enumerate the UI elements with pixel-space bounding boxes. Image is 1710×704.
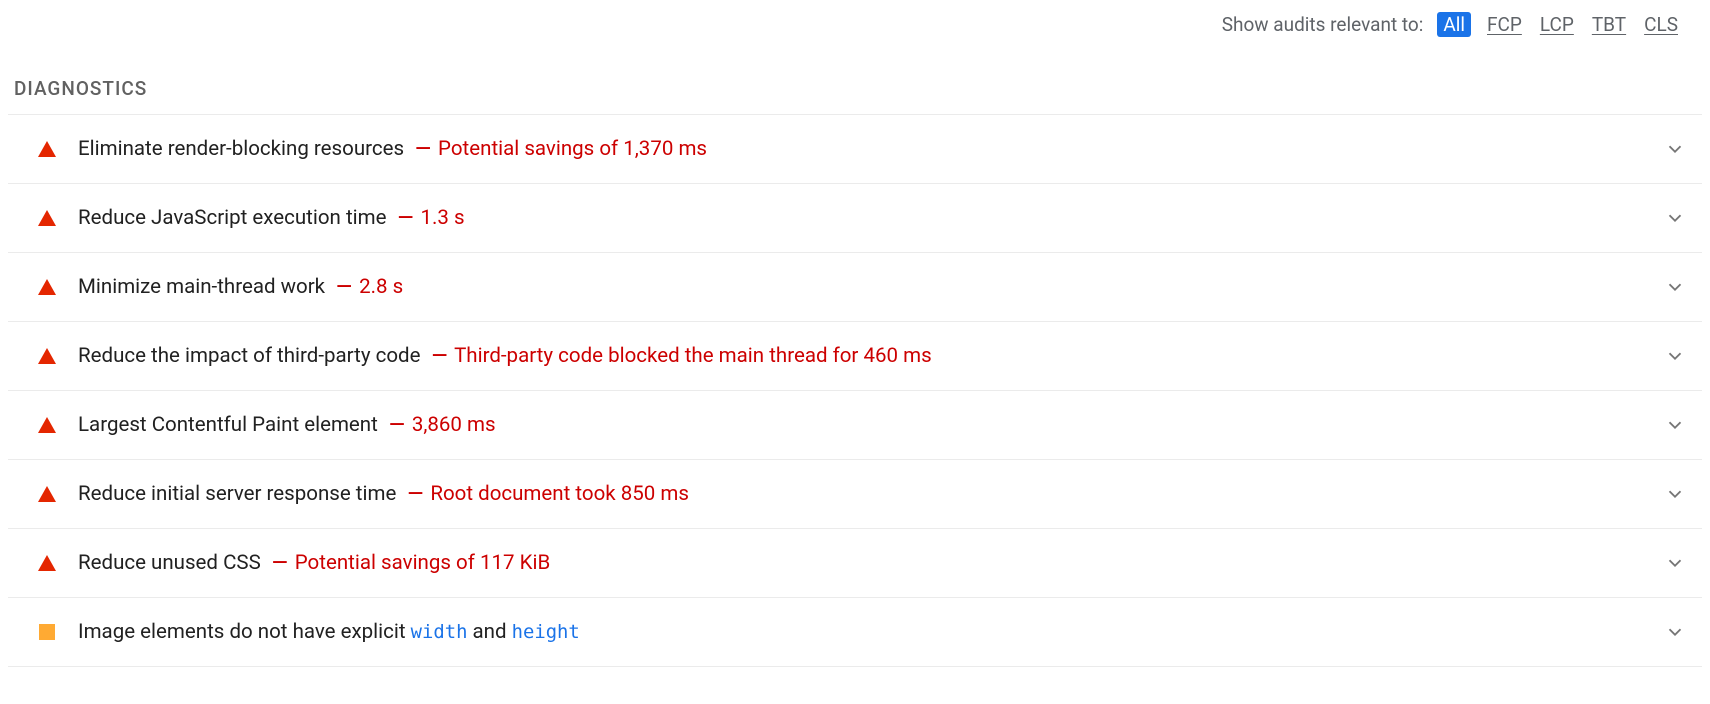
audit-row[interactable]: Reduce unused CSS — Potential savings of… xyxy=(8,529,1702,598)
triangle-fail-icon xyxy=(38,416,56,434)
chevron-down-icon xyxy=(1664,138,1686,160)
chevron-down-icon xyxy=(1664,414,1686,436)
triangle-fail-icon xyxy=(38,554,56,572)
triangle-fail-icon xyxy=(38,485,56,503)
audit-row[interactable]: Eliminate render-blocking resources — Po… xyxy=(8,115,1702,184)
filter-chip-lcp[interactable]: LCP xyxy=(1538,12,1576,37)
audit-title: Reduce initial server response time xyxy=(78,482,396,506)
audit-detail: Potential savings of 1,370 ms xyxy=(438,137,707,161)
diagnostics-audit-list: Eliminate render-blocking resources — Po… xyxy=(8,114,1702,667)
audit-detail: 2.8 s xyxy=(359,275,403,299)
audit-title: Largest Contentful Paint element xyxy=(78,413,378,437)
filter-chip-fcp[interactable]: FCP xyxy=(1485,12,1524,37)
audit-title: Reduce unused CSS xyxy=(78,551,261,575)
filter-label: Show audits relevant to: xyxy=(1222,13,1424,36)
audit-separator: — xyxy=(336,275,352,299)
audit-separator: — xyxy=(415,137,431,161)
audit-row[interactable]: Image elements do not have explicit widt… xyxy=(8,598,1702,667)
audit-detail: 3,860 ms xyxy=(412,413,496,437)
audit-title: Minimize main-thread work xyxy=(78,275,325,299)
triangle-fail-icon xyxy=(38,140,56,158)
audit-detail: Potential savings of 117 KiB xyxy=(295,551,550,575)
audit-separator: — xyxy=(398,206,414,230)
chevron-down-icon xyxy=(1664,207,1686,229)
chevron-down-icon xyxy=(1664,483,1686,505)
audit-separator: — xyxy=(272,551,288,575)
chevron-down-icon xyxy=(1664,345,1686,367)
chevron-down-icon xyxy=(1664,621,1686,643)
chevron-down-icon xyxy=(1664,552,1686,574)
audit-separator: — xyxy=(432,344,448,368)
audit-row[interactable]: Reduce the impact of third-party code — … xyxy=(8,322,1702,391)
audit-title: Eliminate render-blocking resources xyxy=(78,137,404,161)
audit-title: Reduce the impact of third-party code xyxy=(78,344,420,368)
chevron-down-icon xyxy=(1664,276,1686,298)
filter-chip-tbt[interactable]: TBT xyxy=(1590,12,1628,37)
section-title-diagnostics: DIAGNOSTICS xyxy=(8,45,1702,114)
audit-row[interactable]: Largest Contentful Paint element — 3,860… xyxy=(8,391,1702,460)
filter-chip-cls[interactable]: CLS xyxy=(1642,12,1680,37)
square-warn-icon xyxy=(38,623,56,641)
triangle-fail-icon xyxy=(38,278,56,296)
audit-row[interactable]: Minimize main-thread work — 2.8 s xyxy=(8,253,1702,322)
audit-row[interactable]: Reduce initial server response time — Ro… xyxy=(8,460,1702,529)
audit-detail: 1.3 s xyxy=(421,206,465,230)
audit-row[interactable]: Reduce JavaScript execution time — 1.3 s xyxy=(8,184,1702,253)
audit-filter-bar: Show audits relevant to: All FCP LCP TBT… xyxy=(8,0,1702,45)
audit-detail: Root document took 850 ms xyxy=(430,482,689,506)
triangle-fail-icon xyxy=(38,347,56,365)
filter-chip-all[interactable]: All xyxy=(1437,12,1471,37)
triangle-fail-icon xyxy=(38,209,56,227)
audit-title: Reduce JavaScript execution time xyxy=(78,206,387,230)
audit-title: Image elements do not have explicit widt… xyxy=(78,620,580,644)
inline-code: height xyxy=(512,621,580,643)
audit-separator: — xyxy=(407,482,423,506)
audit-separator: — xyxy=(389,413,405,437)
inline-code: width xyxy=(411,621,468,643)
audit-detail: Third-party code blocked the main thread… xyxy=(454,344,932,368)
